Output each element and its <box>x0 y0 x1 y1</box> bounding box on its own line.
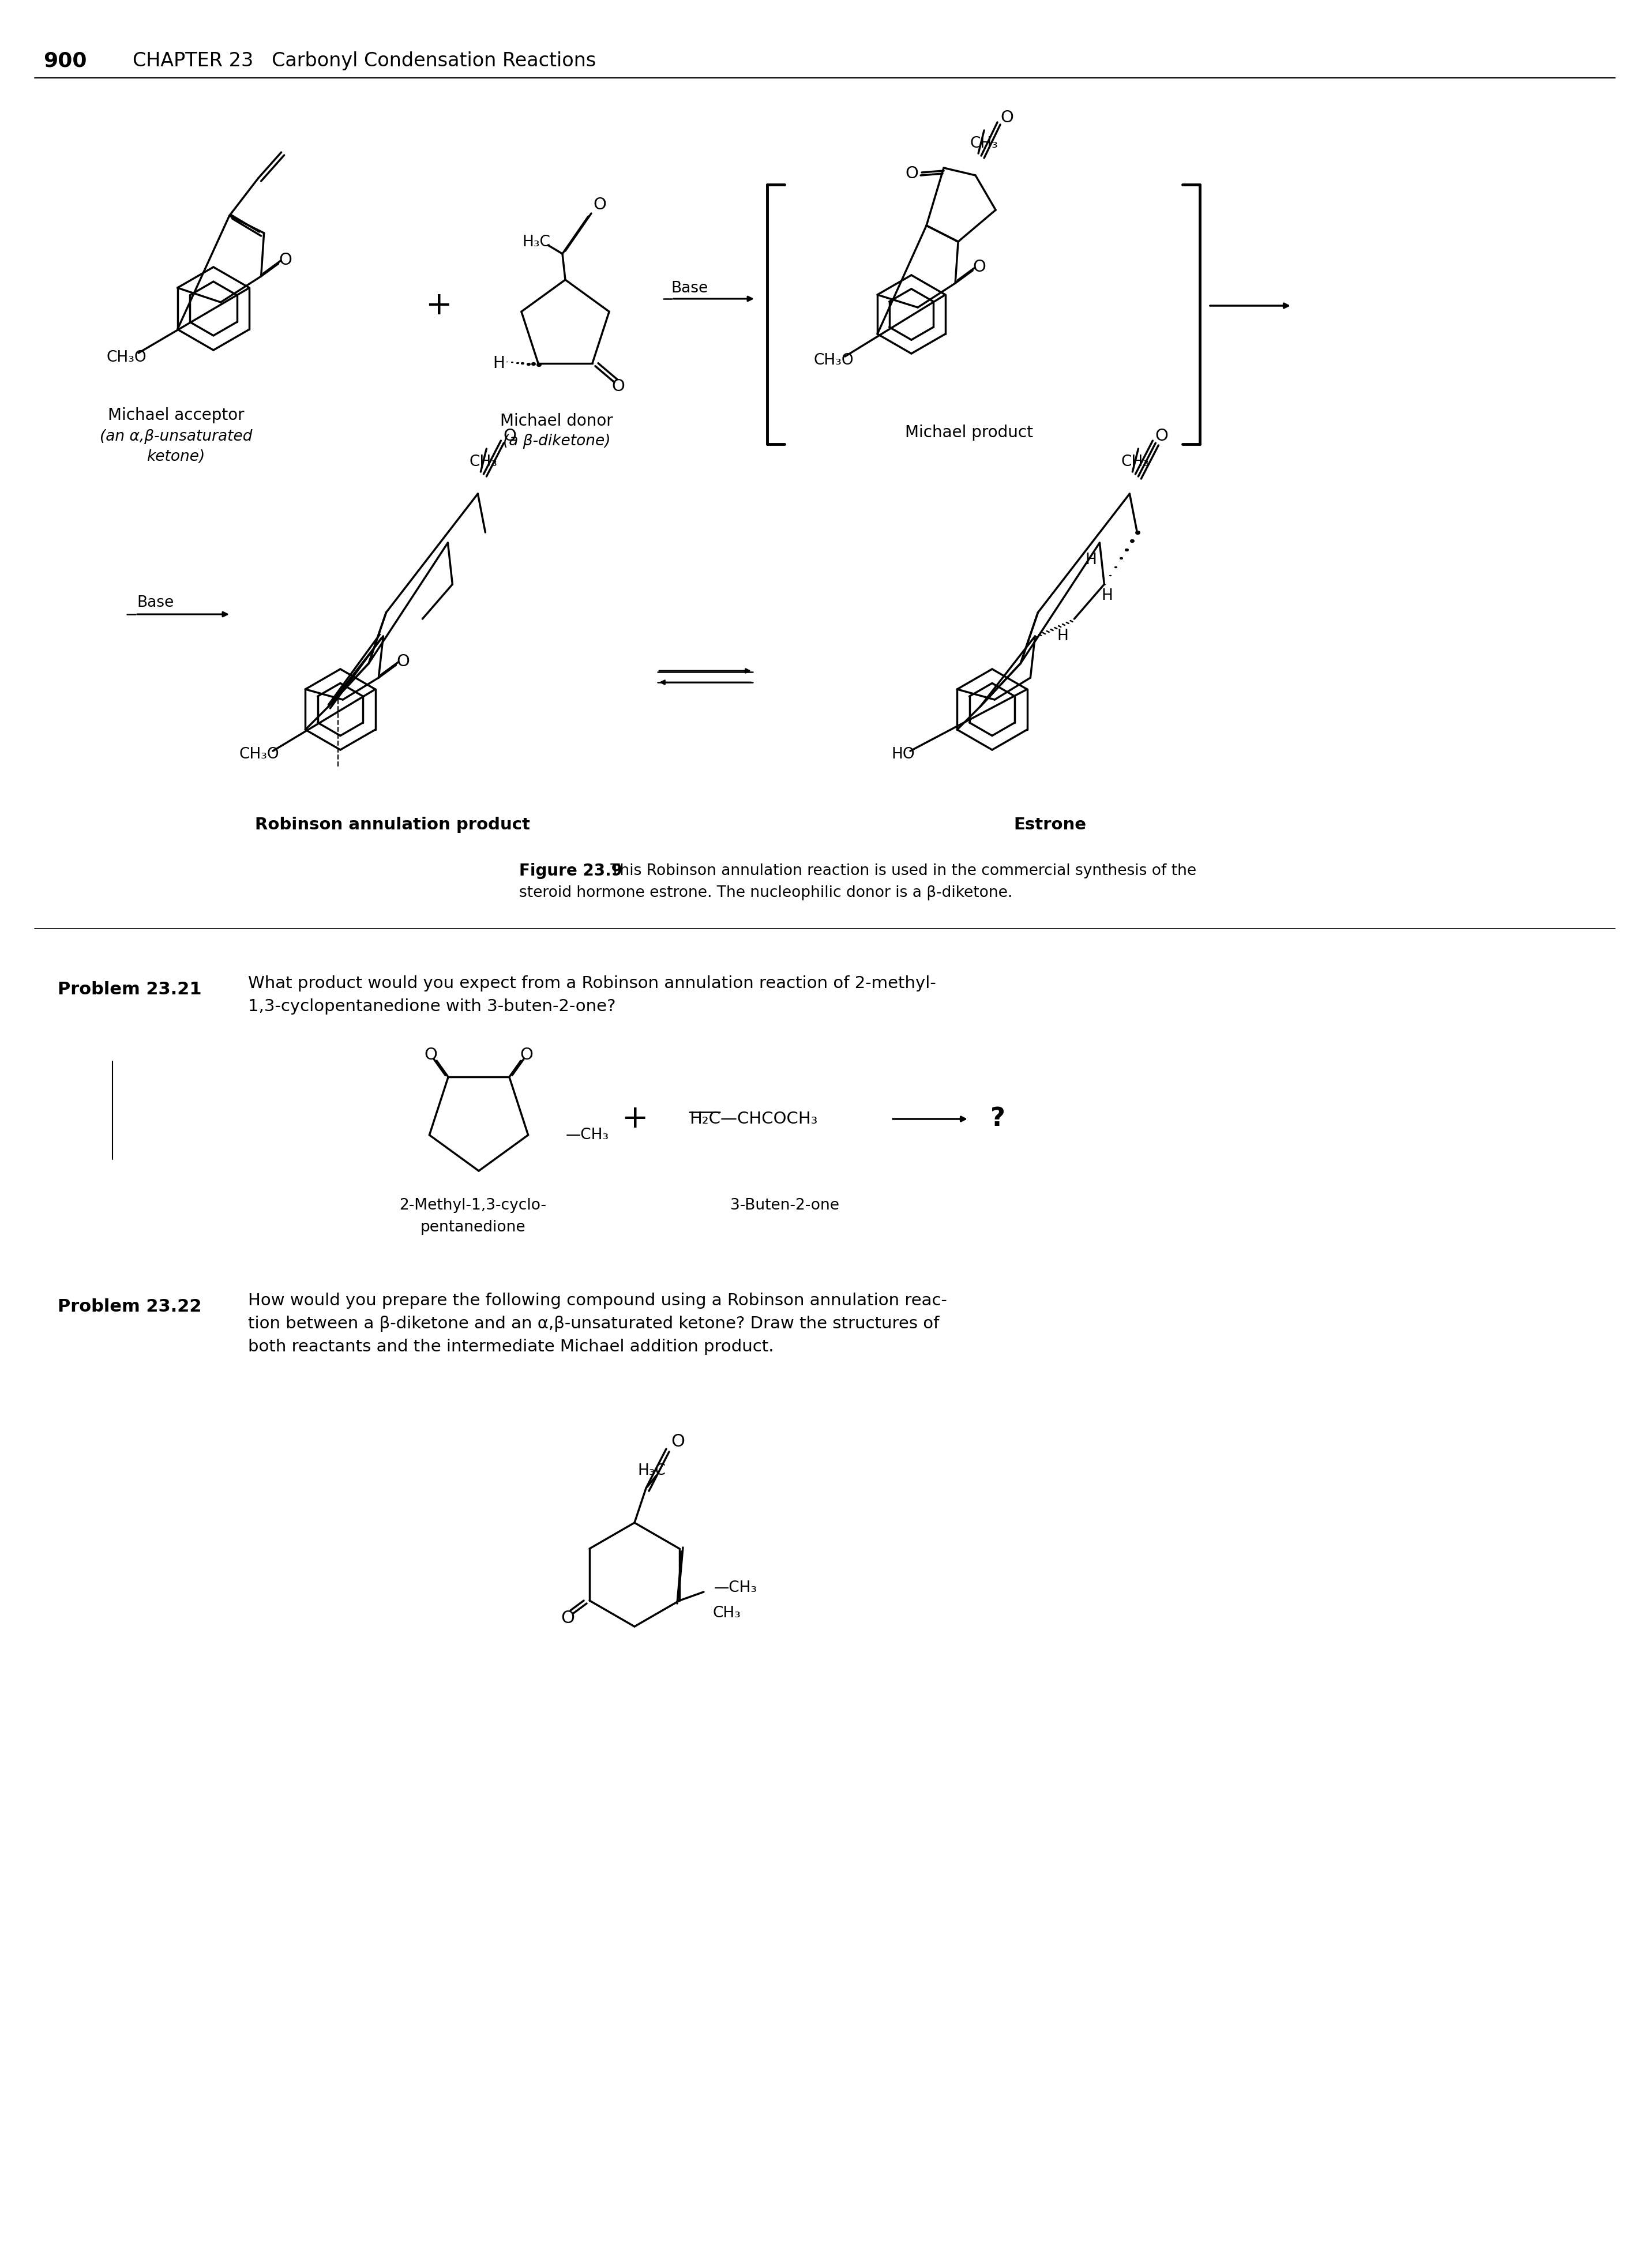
Text: O: O <box>611 377 624 395</box>
Text: steroid hormone estrone. The nucleophilic donor is a β-diketone.: steroid hormone estrone. The nucleophili… <box>519 885 1013 901</box>
Text: O: O <box>905 166 919 182</box>
Text: O: O <box>560 1610 575 1626</box>
Text: CH₃: CH₃ <box>970 137 998 150</box>
Text: +: + <box>425 290 451 321</box>
Text: This Robinson annulation reaction is used in the commercial synthesis of the: This Robinson annulation reaction is use… <box>606 862 1196 878</box>
Text: H₂C—CHCOCH₃: H₂C—CHCOCH₃ <box>689 1112 818 1127</box>
Text: CH₃: CH₃ <box>1122 454 1150 469</box>
Text: H₃C: H₃C <box>522 236 550 249</box>
Text: (an α,β-unsaturated: (an α,β-unsaturated <box>99 429 253 445</box>
Text: O: O <box>593 198 606 213</box>
Text: (a β-diketone): (a β-diketone) <box>502 433 611 449</box>
Text: CH₃O: CH₃O <box>813 353 854 368</box>
Text: H: H <box>1057 629 1069 645</box>
Text: Michael donor: Michael donor <box>501 413 613 429</box>
Text: Problem 23.22: Problem 23.22 <box>58 1298 202 1314</box>
Text: O: O <box>502 429 515 445</box>
Text: CH₃: CH₃ <box>469 454 497 469</box>
Text: O: O <box>396 654 410 669</box>
Text: —CH₃: —CH₃ <box>565 1127 610 1143</box>
Text: CH₃: CH₃ <box>714 1606 742 1622</box>
Text: CH₃O: CH₃O <box>107 350 147 366</box>
Text: +: + <box>621 1103 648 1134</box>
Text: Problem 23.21: Problem 23.21 <box>58 982 202 997</box>
Text: H: H <box>1085 553 1097 568</box>
Text: —CH₃: —CH₃ <box>714 1581 757 1595</box>
Text: 2-Methyl-1,3-cyclo-: 2-Methyl-1,3-cyclo- <box>400 1197 547 1213</box>
Text: O: O <box>520 1047 534 1062</box>
Text: H₃C: H₃C <box>638 1464 666 1478</box>
Text: Figure 23.9: Figure 23.9 <box>519 862 623 878</box>
Text: ?: ? <box>991 1107 1006 1132</box>
Text: O: O <box>425 1047 438 1062</box>
Text: Robinson annulation product: Robinson annulation product <box>254 818 530 833</box>
Text: ketone): ketone) <box>147 449 205 465</box>
Text: O: O <box>279 252 292 267</box>
Text: What product would you expect from a Robinson annulation reaction of 2-methyl-: What product would you expect from a Rob… <box>248 975 937 990</box>
Text: O: O <box>1155 429 1168 445</box>
Text: tion between a β-diketone and an α,β-unsaturated ketone? Draw the structures of: tion between a β-diketone and an α,β-uns… <box>248 1316 940 1332</box>
Text: 3-Buten-2-one: 3-Buten-2-one <box>730 1197 839 1213</box>
Text: CH₃O: CH₃O <box>240 748 279 761</box>
Text: O: O <box>671 1433 684 1451</box>
Text: pentanedione: pentanedione <box>420 1220 525 1235</box>
Text: Base: Base <box>671 281 707 296</box>
Text: Estrone: Estrone <box>1013 818 1085 833</box>
Text: O: O <box>973 258 986 274</box>
Text: How would you prepare the following compound using a Robinson annulation reac-: How would you prepare the following comp… <box>248 1294 947 1309</box>
Text: Base: Base <box>137 595 173 611</box>
Text: Michael acceptor: Michael acceptor <box>107 407 244 422</box>
Text: 900: 900 <box>43 52 88 70</box>
Text: HO: HO <box>890 748 915 761</box>
Text: H: H <box>492 355 506 371</box>
Text: Michael product: Michael product <box>905 424 1032 440</box>
Text: H: H <box>1102 588 1113 604</box>
Text: O: O <box>1001 110 1014 126</box>
Text: CHAPTER 23   Carbonyl Condensation Reactions: CHAPTER 23 Carbonyl Condensation Reactio… <box>132 52 596 70</box>
Text: 1,3-cyclopentanedione with 3-buten-2-one?: 1,3-cyclopentanedione with 3-buten-2-one… <box>248 999 616 1015</box>
Text: both reactants and the intermediate Michael addition product.: both reactants and the intermediate Mich… <box>248 1339 773 1354</box>
